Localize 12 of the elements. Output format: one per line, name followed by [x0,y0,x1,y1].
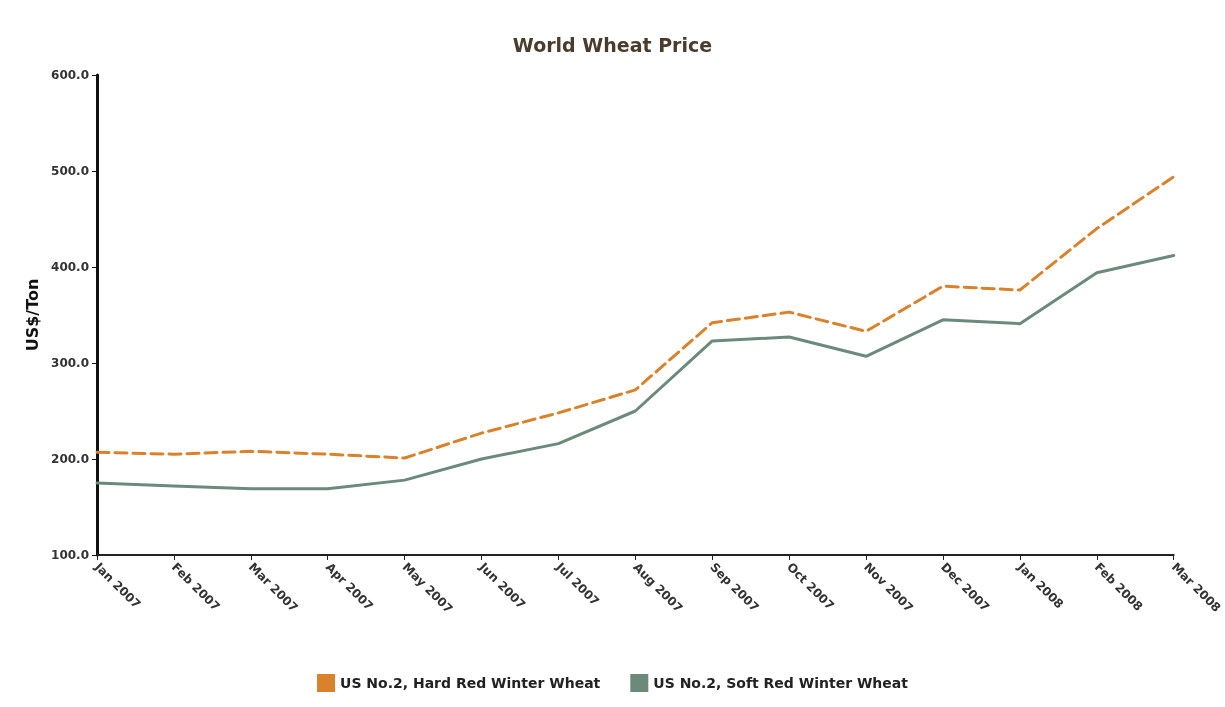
y-tick-label: 200.0 [51,452,89,466]
line-series [95,175,1176,460]
legend-label: US No.2, Soft Red Winter Wheat [653,675,909,691]
chart-title: World Wheat Price [512,33,713,56]
y-tick-label: 300.0 [51,356,89,370]
y-tick-label: 100.0 [51,548,89,562]
y-tick-label: 600.0 [51,68,89,82]
y-axis-title: US$/Ton [22,278,42,352]
y-tick-label: 500.0 [51,164,89,178]
line-series [95,253,1176,491]
y-tick-label: 400.0 [51,260,89,274]
legend-label: US No.2, Hard Red Winter Wheat [340,675,601,691]
